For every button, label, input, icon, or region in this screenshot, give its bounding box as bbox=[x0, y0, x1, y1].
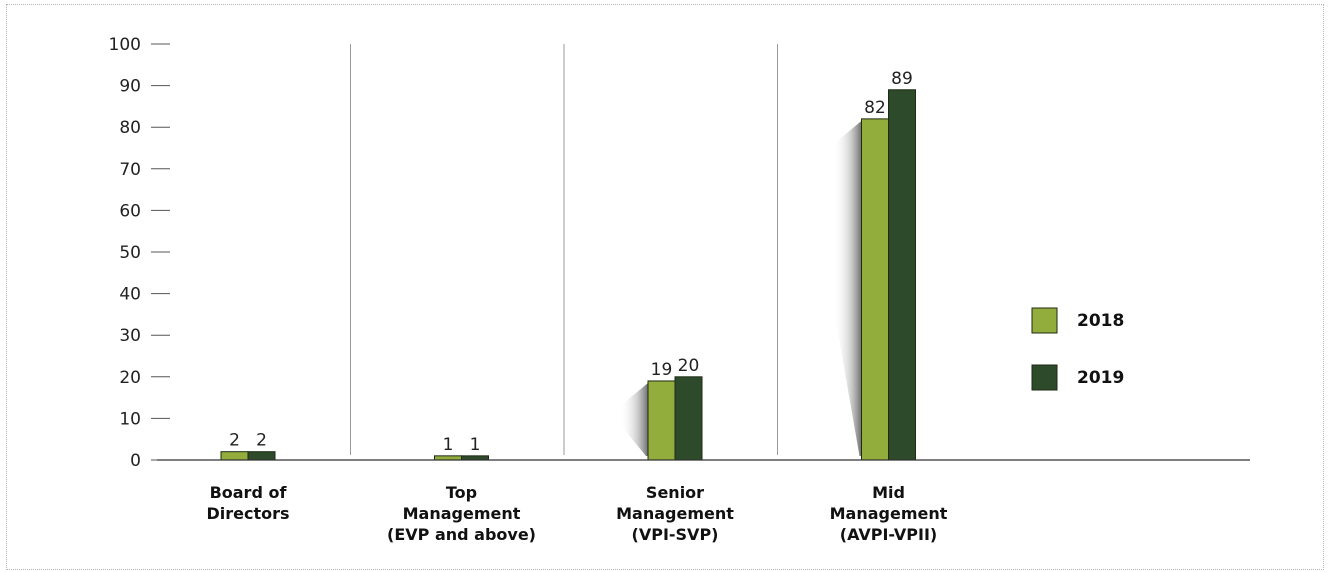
data-label-2019: 2 bbox=[256, 431, 267, 451]
x-category-label: Senior bbox=[646, 483, 704, 502]
legend-swatch-2019 bbox=[1031, 364, 1058, 391]
bar-2019 bbox=[461, 455, 489, 461]
x-category-label: Top bbox=[446, 483, 477, 502]
legend-swatch-2018 bbox=[1031, 307, 1058, 334]
data-label-2019: 89 bbox=[891, 69, 913, 89]
bar-2019 bbox=[247, 451, 276, 461]
data-label-2019: 20 bbox=[678, 356, 700, 376]
y-tick-label: 60 bbox=[119, 201, 141, 221]
x-category-label: Management bbox=[616, 504, 734, 523]
separator-lines bbox=[350, 44, 778, 455]
bar-2018 bbox=[220, 451, 249, 461]
data-label-2018: 2 bbox=[229, 431, 240, 451]
legend: 2018 2019 bbox=[1031, 307, 1124, 391]
y-tick-label: 0 bbox=[130, 451, 141, 471]
bar-shadows bbox=[620, 120, 862, 456]
y-tick-label: 80 bbox=[119, 118, 141, 138]
y-tick-label: 90 bbox=[119, 77, 141, 97]
y-tick-label: 20 bbox=[119, 368, 141, 388]
bar-2018 bbox=[647, 380, 676, 461]
x-category-label: (VPI-SVP) bbox=[632, 525, 719, 544]
data-label-2018: 82 bbox=[864, 98, 886, 118]
y-tick-label: 10 bbox=[119, 409, 141, 429]
x-category-label: Management bbox=[830, 504, 948, 523]
x-category-label: Mid bbox=[872, 483, 905, 502]
y-axis: 0 10 20 30 40 50 60 70 80 90 100 bbox=[109, 35, 170, 471]
y-tick-label: 100 bbox=[109, 35, 141, 55]
x-category-label: (EVP and above) bbox=[387, 525, 536, 544]
bars bbox=[220, 89, 916, 461]
x-category-label: Management bbox=[403, 504, 521, 523]
y-tick-label: 30 bbox=[119, 326, 141, 346]
legend-label-2019: 2019 bbox=[1077, 368, 1124, 388]
y-tick-label: 50 bbox=[119, 243, 141, 263]
x-axis: Board of Directors Top Management (EVP and a… bbox=[157, 459, 1250, 544]
data-label-2018: 19 bbox=[651, 360, 673, 380]
data-label-2018: 1 bbox=[443, 435, 454, 455]
y-tick-label: 70 bbox=[119, 160, 141, 180]
chart-frame bbox=[6, 4, 1324, 570]
bar-2018 bbox=[434, 455, 462, 461]
legend-label-2018: 2018 bbox=[1077, 311, 1124, 331]
bar-2019 bbox=[674, 376, 703, 461]
bar-shadow bbox=[833, 120, 862, 456]
x-category-label: Board of bbox=[210, 483, 288, 502]
data-label-2019: 1 bbox=[470, 435, 481, 455]
x-category-label: (AVPI-VPII) bbox=[840, 525, 937, 544]
bar-2018 bbox=[861, 118, 889, 461]
bar-shadow bbox=[620, 382, 648, 456]
bar-2019 bbox=[888, 89, 916, 461]
y-tick-label: 40 bbox=[119, 285, 141, 305]
x-category-label: Directors bbox=[206, 504, 289, 523]
